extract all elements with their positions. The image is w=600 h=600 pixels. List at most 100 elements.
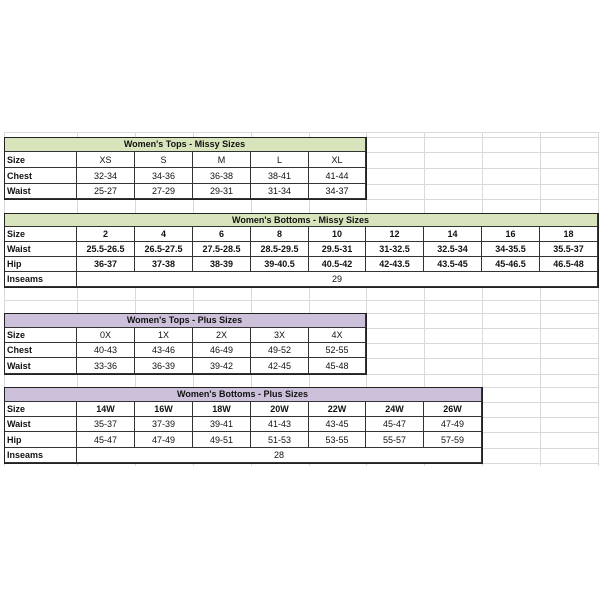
row-label[interactable]: Size	[4, 402, 77, 417]
value-cell[interactable]: 52-55	[309, 343, 366, 358]
value-cell[interactable]: 43-46	[135, 343, 193, 358]
merged-value-cell[interactable]: 29	[77, 272, 598, 287]
value-cell[interactable]: 14W	[77, 402, 135, 417]
value-cell[interactable]: 51-53	[251, 432, 309, 448]
value-cell[interactable]: 45-48	[309, 358, 366, 374]
value-cell[interactable]: 43-45	[309, 417, 366, 432]
value-cell[interactable]: 2X	[193, 328, 251, 343]
value-cell[interactable]: S	[135, 152, 193, 168]
value-cell[interactable]: 42-45	[251, 358, 309, 374]
value-cell[interactable]: 41-44	[309, 168, 366, 184]
row-label[interactable]: Size	[4, 152, 77, 168]
value-cell[interactable]: 18	[540, 227, 598, 242]
value-cell[interactable]: 46-49	[193, 343, 251, 358]
value-cell[interactable]: 45-47	[77, 432, 135, 448]
value-cell[interactable]: 42-43.5	[366, 257, 424, 272]
value-cell[interactable]: 46.5-48	[540, 257, 598, 272]
gridline	[4, 199, 598, 200]
value-cell[interactable]: 25-27	[77, 184, 135, 199]
value-cell[interactable]: 34-37	[309, 184, 366, 199]
value-cell[interactable]: L	[251, 152, 309, 168]
value-cell[interactable]: 33-36	[77, 358, 135, 374]
value-cell[interactable]: 43.5-45	[424, 257, 482, 272]
value-cell[interactable]: 53-55	[309, 432, 366, 448]
row-label[interactable]: Waist	[4, 358, 77, 374]
value-cell[interactable]: 36-39	[135, 358, 193, 374]
table-title[interactable]: Women's Bottoms - Plus Sizes	[4, 387, 482, 402]
value-cell[interactable]: 40.5-42	[309, 257, 366, 272]
value-cell[interactable]: 39-41	[193, 417, 251, 432]
value-cell[interactable]: 49-51	[193, 432, 251, 448]
value-cell[interactable]: 36-37	[77, 257, 135, 272]
value-cell[interactable]: 29.5-31	[309, 242, 366, 257]
value-cell[interactable]: 32.5-34	[424, 242, 482, 257]
value-cell[interactable]: 34-35.5	[482, 242, 540, 257]
value-cell[interactable]: M	[193, 152, 251, 168]
value-cell[interactable]: 27.5-28.5	[193, 242, 251, 257]
row-label[interactable]: Chest	[4, 343, 77, 358]
value-cell[interactable]: 45-46.5	[482, 257, 540, 272]
value-cell[interactable]: 12	[366, 227, 424, 242]
value-cell[interactable]: 16W	[135, 402, 193, 417]
table-title[interactable]: Women's Tops - Missy Sizes	[4, 137, 366, 152]
value-cell[interactable]: 34-36	[135, 168, 193, 184]
row-label[interactable]: Size	[4, 227, 77, 242]
value-cell[interactable]: 8	[251, 227, 309, 242]
row-label[interactable]: Inseams	[4, 448, 77, 463]
value-cell[interactable]: 6	[193, 227, 251, 242]
value-cell[interactable]: 4	[135, 227, 193, 242]
value-cell[interactable]: 36-38	[193, 168, 251, 184]
value-cell[interactable]: 31-34	[251, 184, 309, 199]
value-cell[interactable]: 37-38	[135, 257, 193, 272]
value-cell[interactable]: 38-39	[193, 257, 251, 272]
value-cell[interactable]: 40-43	[77, 343, 135, 358]
value-cell[interactable]: 25.5-26.5	[77, 242, 135, 257]
value-cell[interactable]: 39-42	[193, 358, 251, 374]
value-cell[interactable]: 14	[424, 227, 482, 242]
row-label[interactable]: Chest	[4, 168, 77, 184]
row-label[interactable]: Hip	[4, 257, 77, 272]
value-cell[interactable]: 31-32.5	[366, 242, 424, 257]
value-cell[interactable]: 24W	[366, 402, 424, 417]
value-cell[interactable]: 38-41	[251, 168, 309, 184]
value-cell[interactable]: 28.5-29.5	[251, 242, 309, 257]
table-title[interactable]: Women's Tops - Plus Sizes	[4, 313, 366, 328]
value-cell[interactable]: 35.5-37	[540, 242, 598, 257]
value-cell[interactable]: 3X	[251, 328, 309, 343]
merged-value-cell[interactable]: 28	[77, 448, 482, 463]
value-cell[interactable]: 47-49	[135, 432, 193, 448]
value-cell[interactable]: 41-43	[251, 417, 309, 432]
value-cell[interactable]: 57-59	[424, 432, 482, 448]
value-cell[interactable]: XS	[77, 152, 135, 168]
row-label[interactable]: Waist	[4, 242, 77, 257]
value-cell[interactable]: 45-47	[366, 417, 424, 432]
table-title[interactable]: Women's Bottoms - Missy Sizes	[4, 213, 598, 227]
value-cell[interactable]: 37-39	[135, 417, 193, 432]
value-cell[interactable]: 4X	[309, 328, 366, 343]
value-cell[interactable]: 22W	[309, 402, 366, 417]
value-cell[interactable]: 26W	[424, 402, 482, 417]
row-label[interactable]: Hip	[4, 432, 77, 448]
value-cell[interactable]: 39-40.5	[251, 257, 309, 272]
row-label[interactable]: Waist	[4, 184, 77, 199]
value-cell[interactable]: 1X	[135, 328, 193, 343]
value-cell[interactable]: 10	[309, 227, 366, 242]
value-cell[interactable]: 16	[482, 227, 540, 242]
value-cell[interactable]: 35-37	[77, 417, 135, 432]
value-cell[interactable]: 0X	[77, 328, 135, 343]
row-label[interactable]: Inseams	[4, 272, 77, 287]
value-cell[interactable]: 55-57	[366, 432, 424, 448]
value-cell[interactable]: XL	[309, 152, 366, 168]
value-cell[interactable]: 20W	[251, 402, 309, 417]
value-cell[interactable]: 27-29	[135, 184, 193, 199]
gridline	[4, 374, 598, 375]
value-cell[interactable]: 32-34	[77, 168, 135, 184]
value-cell[interactable]: 49-52	[251, 343, 309, 358]
value-cell[interactable]: 2	[77, 227, 135, 242]
value-cell[interactable]: 29-31	[193, 184, 251, 199]
row-label[interactable]: Waist	[4, 417, 77, 432]
row-label[interactable]: Size	[4, 328, 77, 343]
value-cell[interactable]: 26.5-27.5	[135, 242, 193, 257]
value-cell[interactable]: 18W	[193, 402, 251, 417]
value-cell[interactable]: 47-49	[424, 417, 482, 432]
